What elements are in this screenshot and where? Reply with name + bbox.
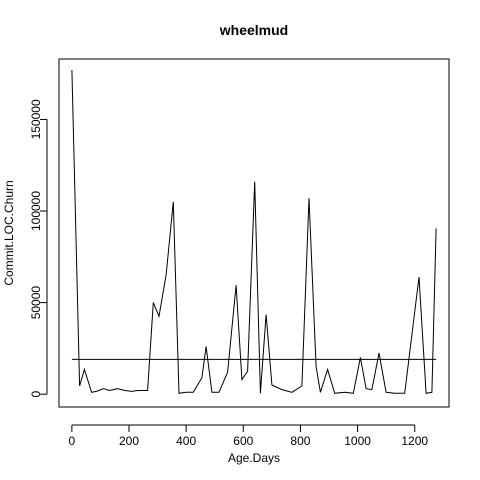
x-tick-label: 1000 bbox=[344, 434, 371, 448]
y-tick-label: 0 bbox=[29, 391, 43, 398]
churn-series-line bbox=[71, 69, 437, 394]
y-axis: 0 50000 100000 150000 bbox=[29, 99, 48, 398]
x-axis-label: Age.Days bbox=[228, 451, 280, 465]
y-tick-label: 150000 bbox=[29, 99, 43, 139]
chart-title: wheelmud bbox=[219, 22, 288, 38]
x-tick-label: 800 bbox=[290, 434, 310, 448]
x-tick-label: 200 bbox=[119, 434, 139, 448]
plot-area-border bbox=[58, 58, 450, 408]
series-layer bbox=[71, 69, 437, 394]
x-tick-label: 400 bbox=[176, 434, 196, 448]
y-tick-label: 50000 bbox=[29, 286, 43, 320]
y-tick-label: 100000 bbox=[29, 191, 43, 231]
y-axis-label: Commit.LOC.Churn bbox=[2, 180, 16, 285]
x-tick-label: 1200 bbox=[401, 434, 428, 448]
x-tick-label: 600 bbox=[233, 434, 253, 448]
x-axis: 0 200 400 600 800 1000 1200 bbox=[69, 424, 428, 448]
x-tick-label: 0 bbox=[69, 434, 76, 448]
